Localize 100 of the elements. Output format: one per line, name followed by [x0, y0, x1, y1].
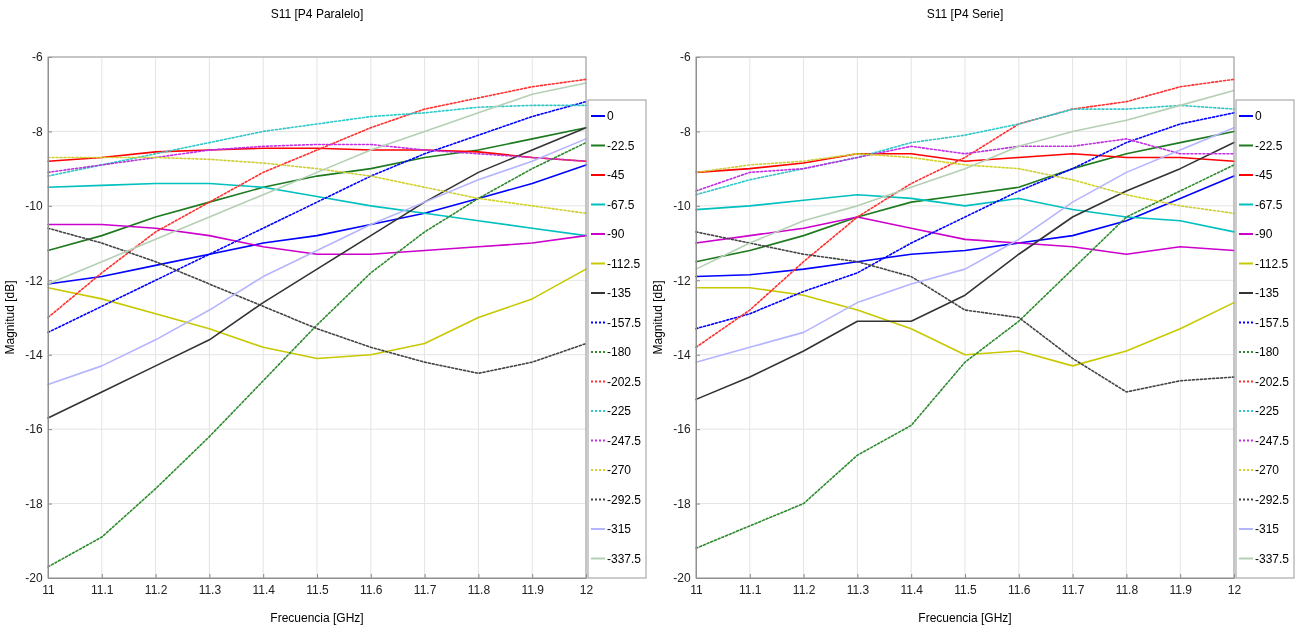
line-series	[695, 141, 1235, 401]
legend-label: -157.5	[1255, 315, 1290, 330]
legend-label: -337.5	[1255, 551, 1290, 566]
y-tick-label: -18	[25, 496, 43, 511]
y-tick-label: -20	[25, 571, 43, 586]
legend-label: -180	[607, 345, 632, 359]
legend-label: -337.5	[607, 551, 642, 566]
x-tick-label: 11.6	[360, 583, 383, 598]
line-series	[695, 89, 1235, 270]
line-series	[47, 268, 587, 360]
legend-label: -22.5	[607, 138, 635, 153]
line-series	[695, 216, 1235, 256]
y-tick-label: -10	[673, 199, 691, 214]
line-series	[695, 193, 1235, 233]
legend-label: -202.5	[1255, 374, 1290, 389]
line-series	[47, 126, 587, 419]
x-tick-label: 11.7	[1061, 583, 1085, 598]
x-tick-label: 11.8	[1115, 583, 1139, 598]
line-series	[47, 138, 587, 386]
legend-label: 0	[607, 109, 614, 123]
x-tick-label: 11	[42, 583, 56, 598]
x-axis-title: Frecuencia [GHz]	[918, 611, 1012, 625]
x-axis-title: Frecuencia [GHz]	[270, 611, 364, 625]
legend-label: -247.5	[1255, 433, 1290, 448]
line-series	[695, 104, 1235, 196]
legend-label: -292.5	[607, 492, 642, 507]
line-series	[47, 143, 587, 174]
legend-label: -157.5	[607, 315, 642, 330]
x-tick-label: 11.9	[521, 583, 545, 598]
legend-label: -315	[607, 522, 632, 536]
line-series	[47, 147, 587, 162]
y-tick-label: -12	[673, 273, 691, 288]
line-series	[47, 141, 587, 568]
x-tick-label: 11.2	[144, 583, 168, 598]
legend-label: -45	[1255, 168, 1273, 182]
line-series	[695, 112, 1235, 330]
x-tick-label: 11.5	[306, 583, 330, 598]
x-tick-label: 11.2	[792, 583, 816, 598]
y-tick-label: -6	[31, 50, 43, 65]
x-tick-label: 11.9	[1169, 583, 1193, 598]
x-tick-label: 11.6	[1008, 583, 1031, 598]
chart-title: S11 [P4 Paralelo]	[270, 7, 364, 21]
line-series	[47, 182, 587, 237]
line-series	[47, 82, 587, 285]
legend-label: -90	[1255, 227, 1273, 241]
y-tick-label: -10	[25, 199, 43, 214]
y-axis-title: Magnitud [dB]	[651, 280, 665, 355]
legend-label: -135	[607, 286, 632, 300]
legend-label: -270	[1255, 463, 1280, 477]
x-tick-label: 11.3	[846, 583, 870, 598]
x-tick-label: 12	[1227, 583, 1242, 598]
x-tick-label: 11.7	[413, 583, 437, 598]
x-tick-label: 11.1	[91, 583, 114, 598]
x-tick-label: 11.3	[198, 583, 222, 598]
legend-label: -247.5	[607, 433, 642, 448]
line-series	[47, 104, 587, 177]
legend-label: -45	[607, 168, 625, 182]
y-tick-label: -6	[679, 50, 691, 65]
line-series	[695, 231, 1235, 393]
y-tick-label: -12	[25, 273, 43, 288]
line-series	[695, 78, 1235, 349]
legend-label: -90	[607, 227, 625, 241]
y-tick-label: -8	[679, 124, 691, 139]
y-tick-label: -14	[673, 348, 691, 363]
line-series	[695, 164, 1235, 550]
y-tick-label: -14	[25, 348, 43, 363]
line-series	[47, 156, 587, 215]
y-tick-label: -20	[673, 571, 691, 586]
y-tick-label: -8	[31, 124, 43, 139]
legend-label: -112.5	[607, 256, 641, 271]
line-series	[695, 152, 1235, 215]
x-tick-label: 11.1	[739, 583, 762, 598]
legend-label: -180	[1255, 345, 1280, 359]
x-tick-label: 11.8	[467, 583, 491, 598]
legend-label: -135	[1255, 286, 1280, 300]
y-tick-label: -18	[673, 496, 691, 511]
legend-label: -67.5	[607, 197, 635, 212]
line-series	[695, 126, 1235, 363]
y-axis-title: Magnitud [dB]	[3, 280, 17, 355]
line-series	[695, 130, 1235, 263]
x-tick-label: 12	[579, 583, 594, 598]
legend-label: -67.5	[1255, 197, 1283, 212]
line-series	[47, 126, 587, 252]
legend-label: -225	[607, 404, 632, 418]
legend-label: -225	[1255, 404, 1280, 418]
legend-label: -202.5	[607, 374, 642, 389]
legend-label: -112.5	[1255, 256, 1289, 271]
legend-label: -315	[1255, 522, 1280, 536]
y-tick-label: -16	[25, 422, 43, 437]
legend-label: 0	[1255, 109, 1262, 123]
legend-label: -292.5	[1255, 492, 1290, 507]
x-tick-label: 11.5	[954, 583, 978, 598]
x-tick-label: 11	[690, 583, 704, 598]
legend-label: -22.5	[1255, 138, 1283, 153]
legend-label: -270	[607, 463, 632, 477]
x-tick-label: 11.4	[900, 583, 924, 598]
line-series	[695, 286, 1235, 367]
line-series	[47, 223, 587, 256]
chart-title: S11 [P4 Serie]	[926, 7, 1004, 21]
y-tick-label: -16	[673, 422, 691, 437]
